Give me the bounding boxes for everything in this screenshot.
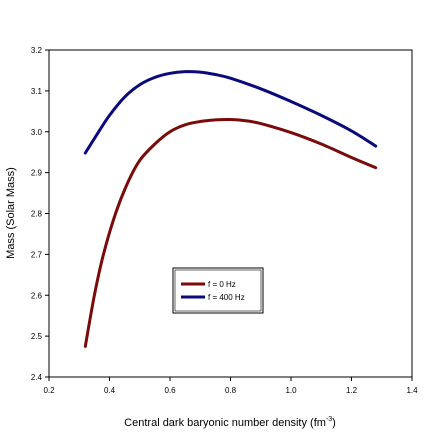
x-tick-label: 1.4 — [406, 386, 418, 395]
x-tick-label: 0.4 — [104, 386, 116, 395]
x-tick-label: 0.8 — [225, 386, 237, 395]
legend-box — [172, 267, 264, 314]
x-axis-title-end: ) — [332, 417, 336, 429]
x-tick-label: 1.2 — [346, 386, 358, 395]
y-tick-label: 2.4 — [31, 373, 43, 382]
y-tick-label: 3.2 — [31, 46, 43, 55]
y-tick-label: 2.6 — [31, 291, 43, 300]
series-line-f0 — [83, 117, 378, 348]
y-tick-label: 2.9 — [31, 169, 43, 178]
y-axis-title: Mass (Solar Mass) — [5, 167, 17, 259]
legend-label-f400: f = 400 Hz — [208, 293, 245, 302]
x-tick-label: 0.2 — [43, 386, 55, 395]
legend-label-f0: f = 0 Hz — [208, 280, 236, 289]
x-tick-label: 1.0 — [285, 386, 297, 395]
plot-frame — [48, 49, 413, 378]
x-axis-title-superscript: -3 — [326, 416, 332, 423]
y-tick-label: 3.0 — [31, 128, 43, 137]
x-axis-title: Central dark baryonic number density (fm… — [124, 416, 336, 429]
legend: f = 0 Hz f = 400 Hz — [172, 267, 264, 314]
y-tick-label: 3.1 — [31, 87, 43, 96]
y-tick-label: 2.8 — [31, 210, 43, 219]
y-tick-label: 2.5 — [31, 332, 43, 341]
x-axis: 0.2 0.4 0.6 0.8 1.0 1.2 1.4 — [43, 377, 418, 395]
series-line-f400 — [83, 70, 378, 155]
y-axis: 2.4 2.5 2.6 2.7 2.8 2.9 3.0 3.1 3.2 — [31, 46, 49, 382]
x-tick-label: 0.6 — [164, 386, 176, 395]
y-tick-label: 2.7 — [31, 250, 43, 259]
series-layer — [83, 70, 378, 348]
